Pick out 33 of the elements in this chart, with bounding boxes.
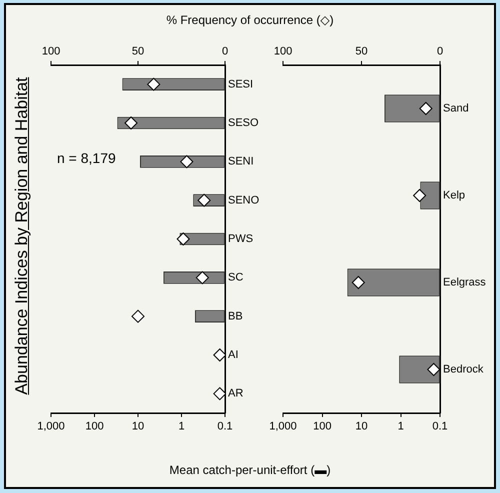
y-tick-label: AI bbox=[228, 349, 238, 362]
y-tick-label: BB bbox=[228, 310, 243, 322]
x-tick-label: 1 bbox=[398, 420, 404, 433]
annotation: n = 8,179 bbox=[57, 150, 116, 166]
x-axis-title: Mean catch-per-unit-effort (▬) bbox=[169, 463, 331, 477]
x-tick-label: 1 bbox=[178, 420, 185, 433]
y-tick-label: Kelp bbox=[443, 190, 466, 202]
y-tick-label: SENI bbox=[228, 156, 254, 168]
x-tick-label: 0.1 bbox=[432, 420, 448, 433]
x2-tick-label: 100 bbox=[42, 45, 60, 58]
x-tick-label: 100 bbox=[313, 420, 332, 433]
y-tick-label: SESI bbox=[228, 78, 254, 90]
x-tick-label: 100 bbox=[85, 420, 104, 433]
x2-tick-label: 100 bbox=[274, 45, 292, 58]
x-tick-label: 0.1 bbox=[217, 420, 233, 433]
y-tick-label: PWS bbox=[228, 233, 254, 246]
x2-tick-label: 0 bbox=[436, 45, 444, 58]
y-tick-label: SC bbox=[228, 272, 244, 284]
y-tick-label: AR bbox=[228, 388, 244, 400]
x-tick-label: 10 bbox=[355, 420, 368, 433]
x2-tick-label: 50 bbox=[355, 45, 368, 58]
y-tick-label: SENO bbox=[228, 194, 260, 206]
text: Abundance Indices by Region and Habitat bbox=[12, 77, 32, 395]
x-tick-label: 1,000 bbox=[37, 420, 65, 433]
x-tick-label: 10 bbox=[132, 420, 144, 433]
y-tick-label: Sand bbox=[443, 102, 469, 115]
x2-axis-title: % Frequency of occurrence (◇) bbox=[166, 13, 334, 27]
x-tick-label: 1,000 bbox=[269, 420, 297, 433]
x2-tick-label: 50 bbox=[132, 45, 144, 58]
y-tick-label: Bedrock bbox=[443, 364, 484, 376]
x2-tick-label: 0 bbox=[222, 45, 228, 58]
y-tick-label: SESO bbox=[228, 117, 260, 130]
y-tick-label: Eelgrass bbox=[443, 276, 486, 289]
